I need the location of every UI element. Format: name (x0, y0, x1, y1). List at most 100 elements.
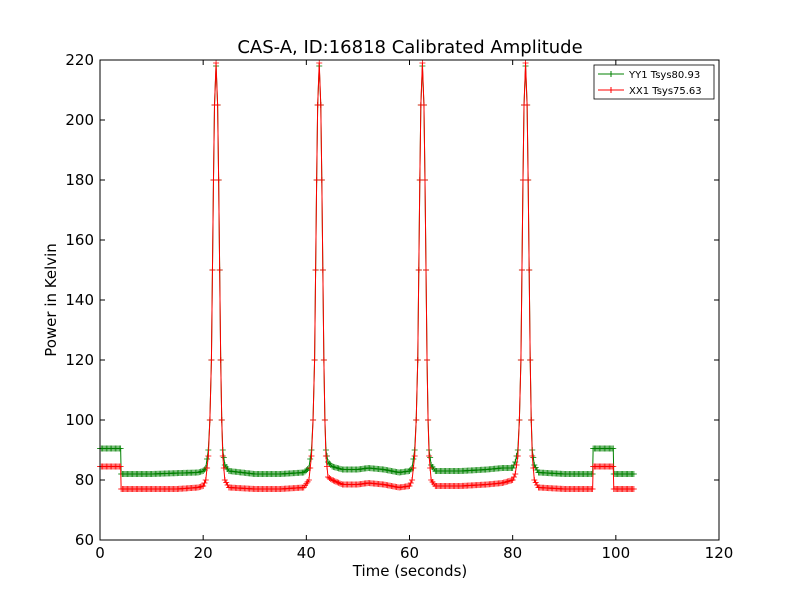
legend-box (593, 64, 715, 100)
series-1 (97, 60, 637, 492)
series-point (329, 477, 336, 483)
series-point (518, 267, 525, 273)
legend-entry: XX1 Tsys75.63 (598, 86, 702, 97)
series-point (209, 267, 216, 273)
series-point (610, 445, 617, 452)
y-axis-label: Power in Kelvin (42, 243, 60, 357)
x-axis-label: Time (seconds) (352, 562, 468, 580)
x-tick-label: 60 (400, 544, 419, 562)
y-tick-label: 160 (65, 231, 94, 249)
series-point (414, 357, 421, 363)
series-point (534, 467, 541, 473)
series-point (531, 477, 538, 483)
legend-label: XX1 Tsys75.63 (629, 86, 702, 97)
series-point (427, 454, 434, 461)
series-point (201, 480, 208, 486)
series-point (527, 357, 534, 363)
series-point (406, 483, 413, 489)
series-point (217, 357, 224, 363)
series-point (210, 177, 217, 183)
series-point (516, 417, 523, 423)
series-point (510, 474, 517, 480)
series-point (509, 465, 516, 471)
series-point (338, 480, 345, 487)
y-tick-label: 100 (65, 411, 94, 429)
series-point (416, 177, 423, 183)
series-point (318, 177, 325, 183)
series-point (411, 453, 418, 459)
legend-entry: YY1 Tsys80.93 (598, 70, 700, 81)
series-point (216, 267, 223, 273)
series-point (413, 417, 420, 423)
series-point (410, 465, 417, 471)
series-line (100, 62, 634, 490)
series-point (589, 486, 596, 492)
y-tick-label: 120 (65, 351, 94, 369)
y-tick-label: 60 (75, 531, 94, 549)
series-point (117, 445, 124, 452)
legend-marker (608, 87, 614, 93)
series-point (426, 453, 433, 459)
series-point (307, 465, 314, 471)
series-point (320, 357, 327, 363)
series-point (407, 480, 414, 486)
series-point (517, 357, 524, 363)
series-line (100, 65, 634, 475)
x-tick-label: 40 (297, 544, 316, 562)
series-point (335, 479, 342, 486)
series-point (531, 462, 538, 468)
series-0 (97, 63, 637, 477)
series-point (524, 102, 531, 108)
series-point (529, 453, 536, 459)
series-point (419, 60, 426, 66)
series-point (220, 465, 227, 471)
series-point (317, 102, 324, 108)
series-point (406, 468, 413, 474)
y-tick-label: 200 (65, 111, 94, 129)
chart-title: CAS-A, ID:16818 Calibrated Amplitude (237, 37, 582, 58)
series-point (409, 477, 416, 483)
series-point (532, 479, 539, 486)
series-point (331, 478, 338, 485)
series-point (316, 60, 323, 66)
series-point (313, 177, 320, 183)
y-tick-label: 140 (65, 291, 94, 309)
series-point (214, 102, 221, 108)
series-point (215, 177, 222, 183)
series-point (519, 177, 526, 183)
x-tick-label: 80 (503, 544, 522, 562)
series-point (312, 267, 319, 273)
series-point (330, 477, 337, 484)
x-tick-label: 20 (194, 544, 213, 562)
series-point (425, 417, 432, 423)
legend-entries: YY1 Tsys80.93 XX1 Tsys75.63 (598, 70, 702, 97)
series-point (305, 477, 312, 483)
series-point (630, 486, 637, 492)
series-point (311, 357, 318, 363)
legend: YY1 Tsys80.93 XX1 Tsys75.63 (593, 64, 715, 100)
series-point (332, 478, 339, 485)
series-point (522, 60, 529, 66)
series-point (208, 357, 215, 363)
series-point (218, 417, 225, 423)
series-point (219, 453, 226, 459)
series-point (325, 459, 331, 465)
series-point (220, 454, 227, 461)
series-point (610, 463, 617, 470)
series-point (117, 463, 124, 470)
series-point (308, 453, 315, 459)
series-point (525, 177, 532, 183)
series-point (310, 417, 317, 423)
series-point (528, 417, 535, 423)
series-point (534, 482, 541, 488)
series-point (421, 177, 428, 183)
series-point (512, 471, 519, 477)
series-layer (97, 60, 637, 492)
series-point (200, 483, 207, 489)
series-point (530, 465, 537, 471)
y-tick-label: 220 (65, 51, 94, 69)
series-point (213, 60, 220, 66)
x-tick-label: 0 (95, 544, 105, 562)
series-point (424, 357, 431, 363)
